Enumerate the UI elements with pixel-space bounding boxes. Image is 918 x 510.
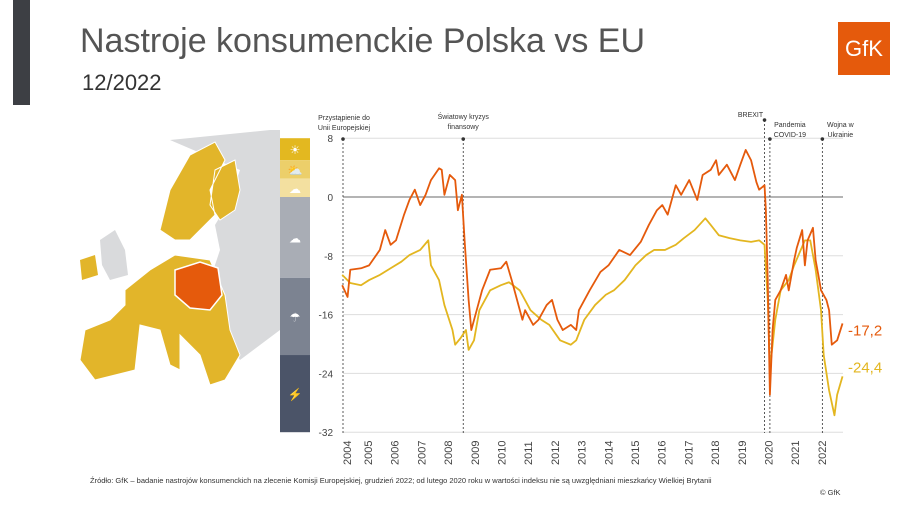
- rain-cloud-icon: ☂: [290, 310, 301, 324]
- scale-band: [280, 277, 310, 356]
- event-marker: [341, 137, 345, 141]
- sun-cloud-icon: ⛅: [288, 163, 303, 177]
- y-tick-label: -24: [319, 369, 334, 380]
- event-marker: [762, 118, 767, 122]
- x-tick-label: 2010: [497, 441, 509, 465]
- event-marker: [461, 137, 466, 141]
- scale-band: [280, 138, 310, 161]
- map-poland: [174, 261, 223, 311]
- x-tick-label: 2008: [443, 441, 455, 465]
- page-subtitle: 12/2022: [82, 70, 162, 95]
- x-tick-label: 2013: [577, 441, 589, 465]
- x-tick-label: 2021: [790, 441, 802, 465]
- y-tick-label: -16: [319, 311, 334, 322]
- event-label: Unii Europejskiej: [318, 125, 371, 132]
- x-tick-label: 2012: [550, 441, 562, 465]
- page-title: Nastroje konsumenckie Polska vs EU: [80, 22, 646, 60]
- accent-bar: [13, 0, 30, 105]
- scale-band: [280, 160, 310, 179]
- end-label-polska: -17,2: [848, 322, 882, 339]
- event-label: Przystąpienie do: [318, 115, 370, 122]
- x-tick-label: 2016: [657, 441, 669, 465]
- x-tick-label: 2011: [523, 441, 535, 465]
- gfk-logo: GfK: [838, 22, 890, 75]
- x-tick-label: 2007: [416, 441, 428, 465]
- x-tick-label: 2006: [390, 441, 402, 465]
- scale-band: [280, 197, 310, 278]
- storm-cloud-icon: ⚡: [288, 388, 303, 402]
- x-tick-label: 2017: [683, 441, 695, 465]
- europe-map: [79, 130, 280, 386]
- cloud-icon: ☁: [289, 182, 301, 196]
- event-label: Ukrainie: [828, 132, 854, 139]
- cloud-icon: ☁: [289, 231, 301, 245]
- map-scandinavia: [159, 141, 241, 241]
- x-tick-label: 2014: [603, 441, 615, 465]
- x-tick-label: 2009: [470, 441, 482, 465]
- event-marker: [768, 137, 772, 141]
- event-label: COVID-19: [774, 132, 806, 139]
- y-tick-label: -32: [319, 428, 334, 439]
- event-label: Pandemia: [774, 122, 806, 129]
- event-label: finansowy: [448, 124, 480, 131]
- x-tick-label: 2022: [817, 441, 829, 465]
- x-tick-label: 2018: [710, 441, 722, 465]
- event-label: BREXIT: [738, 112, 764, 119]
- series-line-polska: [341, 149, 844, 396]
- event-marker: [820, 137, 825, 141]
- y-tick-label: 0: [327, 193, 333, 204]
- sun-icon: ☀: [290, 143, 301, 157]
- map-ireland: [80, 255, 98, 280]
- source-note: Źródło: GfK – badanie nastrojów konsumen…: [90, 476, 712, 485]
- x-tick-label: 2004: [342, 441, 354, 465]
- event-label: Wojna w: [827, 122, 855, 129]
- end-label-eu: -24,4: [848, 359, 882, 376]
- event-label: Światowy kryzys: [438, 112, 490, 121]
- scale-band: [280, 355, 310, 433]
- map-non-eu: [170, 130, 280, 360]
- x-tick-label: 2005: [363, 441, 375, 465]
- series-line-eu: [341, 217, 844, 417]
- map-uk: [100, 230, 128, 280]
- scale-band: [280, 178, 310, 197]
- y-tick-label: -8: [324, 252, 333, 263]
- x-tick-label: 2015: [630, 441, 642, 465]
- y-tick-label: 8: [327, 134, 333, 145]
- x-tick-label: 2019: [737, 441, 749, 465]
- copyright: © GfK: [820, 488, 841, 497]
- x-tick-label: 2020: [764, 441, 776, 465]
